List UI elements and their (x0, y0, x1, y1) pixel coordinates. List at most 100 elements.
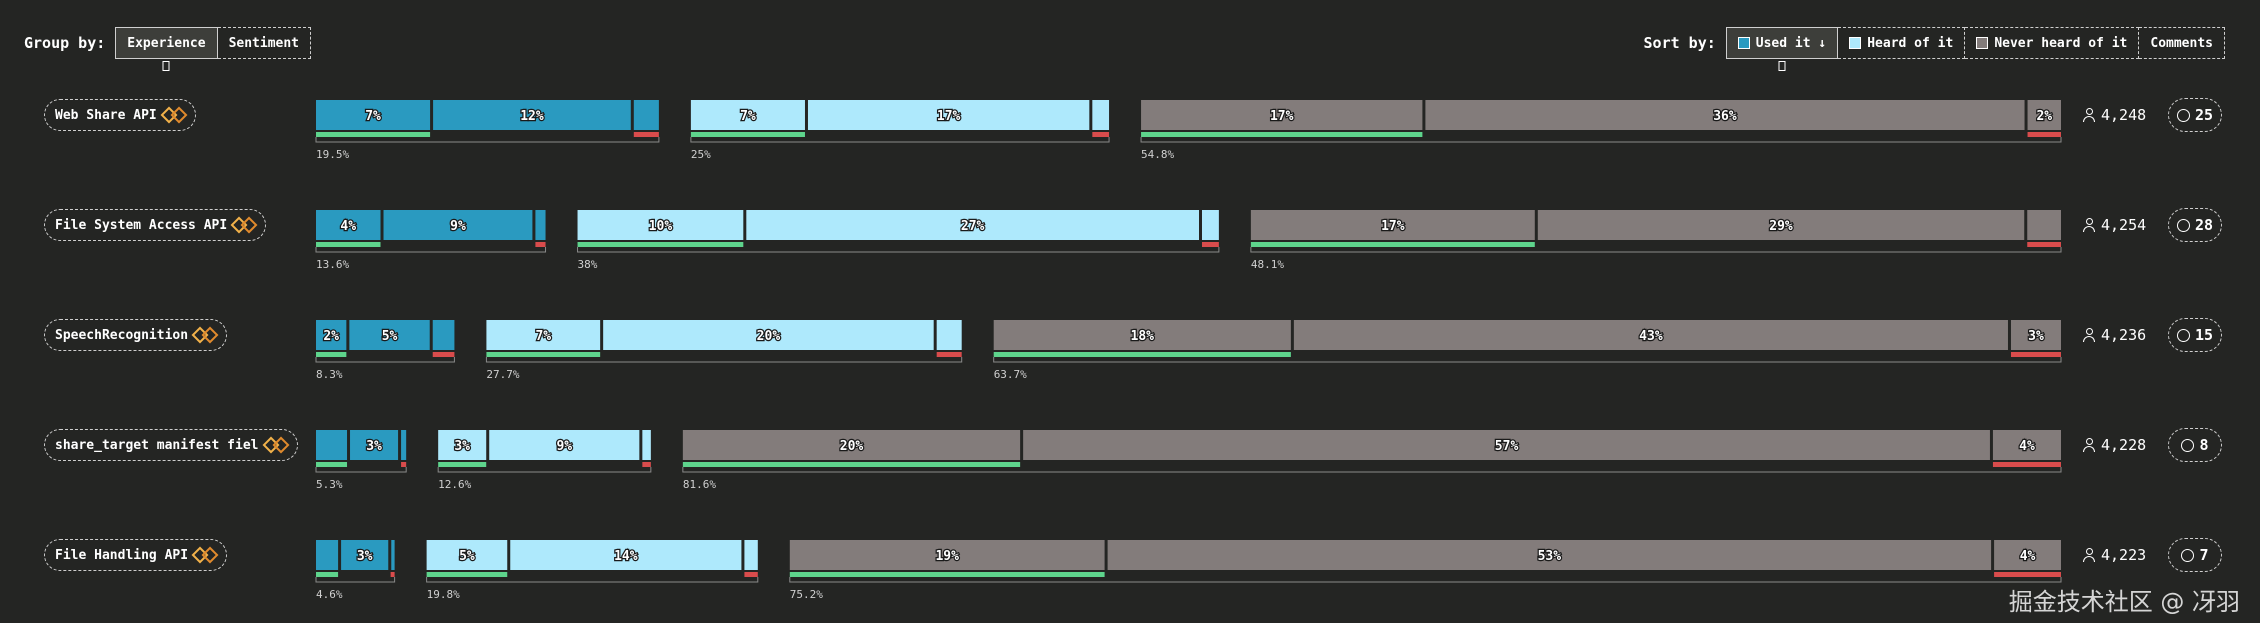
sort-heard-button[interactable]: Heard of it (1838, 27, 1966, 59)
segment-value-label: 18% (1131, 329, 1155, 344)
segment-value-label: 19% (935, 549, 959, 564)
comment-bubble-icon (2181, 438, 2195, 452)
comments-button[interactable]: 28 (2168, 208, 2222, 242)
comments-count: 28 (2194, 216, 2214, 234)
group-sentiment-button[interactable]: Sentiment (217, 27, 312, 59)
segment-value-label: 57% (1495, 439, 1519, 454)
heard-segment (746, 210, 1200, 240)
used-segment (341, 540, 389, 570)
never-segment (1141, 100, 1423, 130)
segment-value-label: 9% (450, 219, 466, 234)
negative-sentiment-bar (2027, 242, 2061, 247)
positive-sentiment-bar (690, 132, 805, 137)
group-total-label: 4.6% (316, 588, 343, 601)
group-by-control: Group by: Experience Sentiment (24, 27, 312, 71)
positive-sentiment-bar (316, 242, 381, 247)
group-total-label: 19.8% (427, 588, 460, 601)
heard-segment (1202, 210, 1219, 240)
feature-name-pill[interactable]: SpeechRecognition (44, 319, 228, 351)
never-segment (1425, 100, 2025, 130)
group-bracket (437, 467, 652, 473)
active-indicator-icon (162, 61, 170, 71)
respondent-count: 4,248 (2083, 106, 2146, 124)
segment-value-label: 3% (454, 439, 470, 454)
segment-value-label: 29% (1769, 219, 1793, 234)
negative-sentiment-bar (633, 132, 659, 137)
segment-value-label: 17% (937, 109, 961, 124)
segment-value-label: 43% (1639, 329, 1663, 344)
never-segment (1293, 320, 2008, 350)
feature-name-pill[interactable]: Web Share API (44, 99, 196, 131)
group-bracket (485, 357, 963, 363)
segment-value-label: 3% (357, 549, 373, 564)
group-bracket (993, 357, 2062, 363)
never-swatch-icon (1976, 37, 1989, 49)
positive-sentiment-bar (682, 462, 1021, 467)
group-total-label: 19.5% (316, 148, 349, 161)
respondent-count: 4,228 (2083, 436, 2146, 454)
positive-sentiment-bar (438, 462, 487, 467)
used-segment (316, 540, 339, 570)
comments-button[interactable]: 7 (2168, 538, 2222, 572)
heard-segment (642, 430, 651, 460)
comments-button[interactable]: 8 (2168, 428, 2222, 462)
never-segment (1250, 210, 1535, 240)
group-bracket (315, 137, 660, 143)
sort-used-button[interactable]: Used it ↓ (1725, 27, 1839, 71)
negative-sentiment-bar (390, 572, 395, 577)
comments-count: 25 (2194, 106, 2214, 124)
respondent-count-value: 4,248 (2101, 106, 2147, 124)
heard-segment (486, 320, 601, 350)
group-bracket (426, 577, 759, 583)
heard-segment (1092, 100, 1110, 130)
respondent-count-value: 4,223 (2101, 546, 2147, 564)
group-total-label: 63.7% (994, 368, 1027, 381)
respondent-count: 4,254 (2083, 216, 2146, 234)
segment-value-label: 7% (365, 109, 381, 124)
group-total-label: 38% (578, 258, 598, 271)
segment-value-label: 12% (520, 109, 544, 124)
group-total-label: 5.3% (316, 478, 343, 491)
comments-count: 15 (2194, 326, 2214, 344)
sort-never-button[interactable]: Never heard of it (1965, 27, 2140, 59)
respondent-count: 4,223 (2083, 546, 2146, 564)
comment-bubble-icon (2176, 108, 2190, 122)
positive-sentiment-bar (577, 242, 744, 247)
feature-name-pill[interactable]: File Handling API (44, 539, 228, 571)
never-segment (2010, 320, 2061, 350)
segment-value-label: 27% (961, 219, 985, 234)
sort-comments-button[interactable]: Comments (2139, 27, 2225, 59)
group-total-label: 12.6% (438, 478, 471, 491)
never-segment (682, 430, 1021, 460)
segment-value-label: 5% (459, 549, 475, 564)
heard-segment (744, 540, 758, 570)
segment-value-label: 17% (1270, 109, 1294, 124)
segment-value-label: 36% (1713, 109, 1737, 124)
feature-name: File Handling API (55, 547, 189, 563)
positive-sentiment-bar (993, 352, 1291, 357)
group-experience-button[interactable]: Experience (115, 27, 218, 71)
positive-sentiment-bar (486, 352, 601, 357)
user-icon (2083, 108, 2095, 122)
group-total-label: 13.6% (316, 258, 349, 271)
comment-bubble-icon (2176, 328, 2190, 342)
feature-name-pill[interactable]: share_target manifest fiel (44, 429, 298, 461)
segment-value-label: 17% (1381, 219, 1405, 234)
segment-value-label: 53% (1538, 549, 1562, 564)
group-experience-label: Experience (127, 35, 206, 51)
heard-segment (510, 540, 742, 570)
comments-button[interactable]: 15 (2168, 318, 2222, 352)
positive-sentiment-bar (316, 572, 339, 577)
negative-sentiment-bar (1092, 132, 1110, 137)
respondent-count: 4,236 (2083, 326, 2146, 344)
feature-name-pill[interactable]: File System Access API (44, 209, 267, 241)
segment-value-label: 9% (556, 439, 572, 454)
segment-value-label: 4% (2019, 439, 2035, 454)
feature-name: File System Access API (55, 217, 228, 233)
comments-button[interactable]: 25 (2168, 98, 2222, 132)
used-segment (349, 320, 430, 350)
heard-segment (577, 210, 744, 240)
group-bracket (315, 577, 396, 583)
segment-value-label: 7% (535, 329, 551, 344)
negative-sentiment-bar (744, 572, 758, 577)
